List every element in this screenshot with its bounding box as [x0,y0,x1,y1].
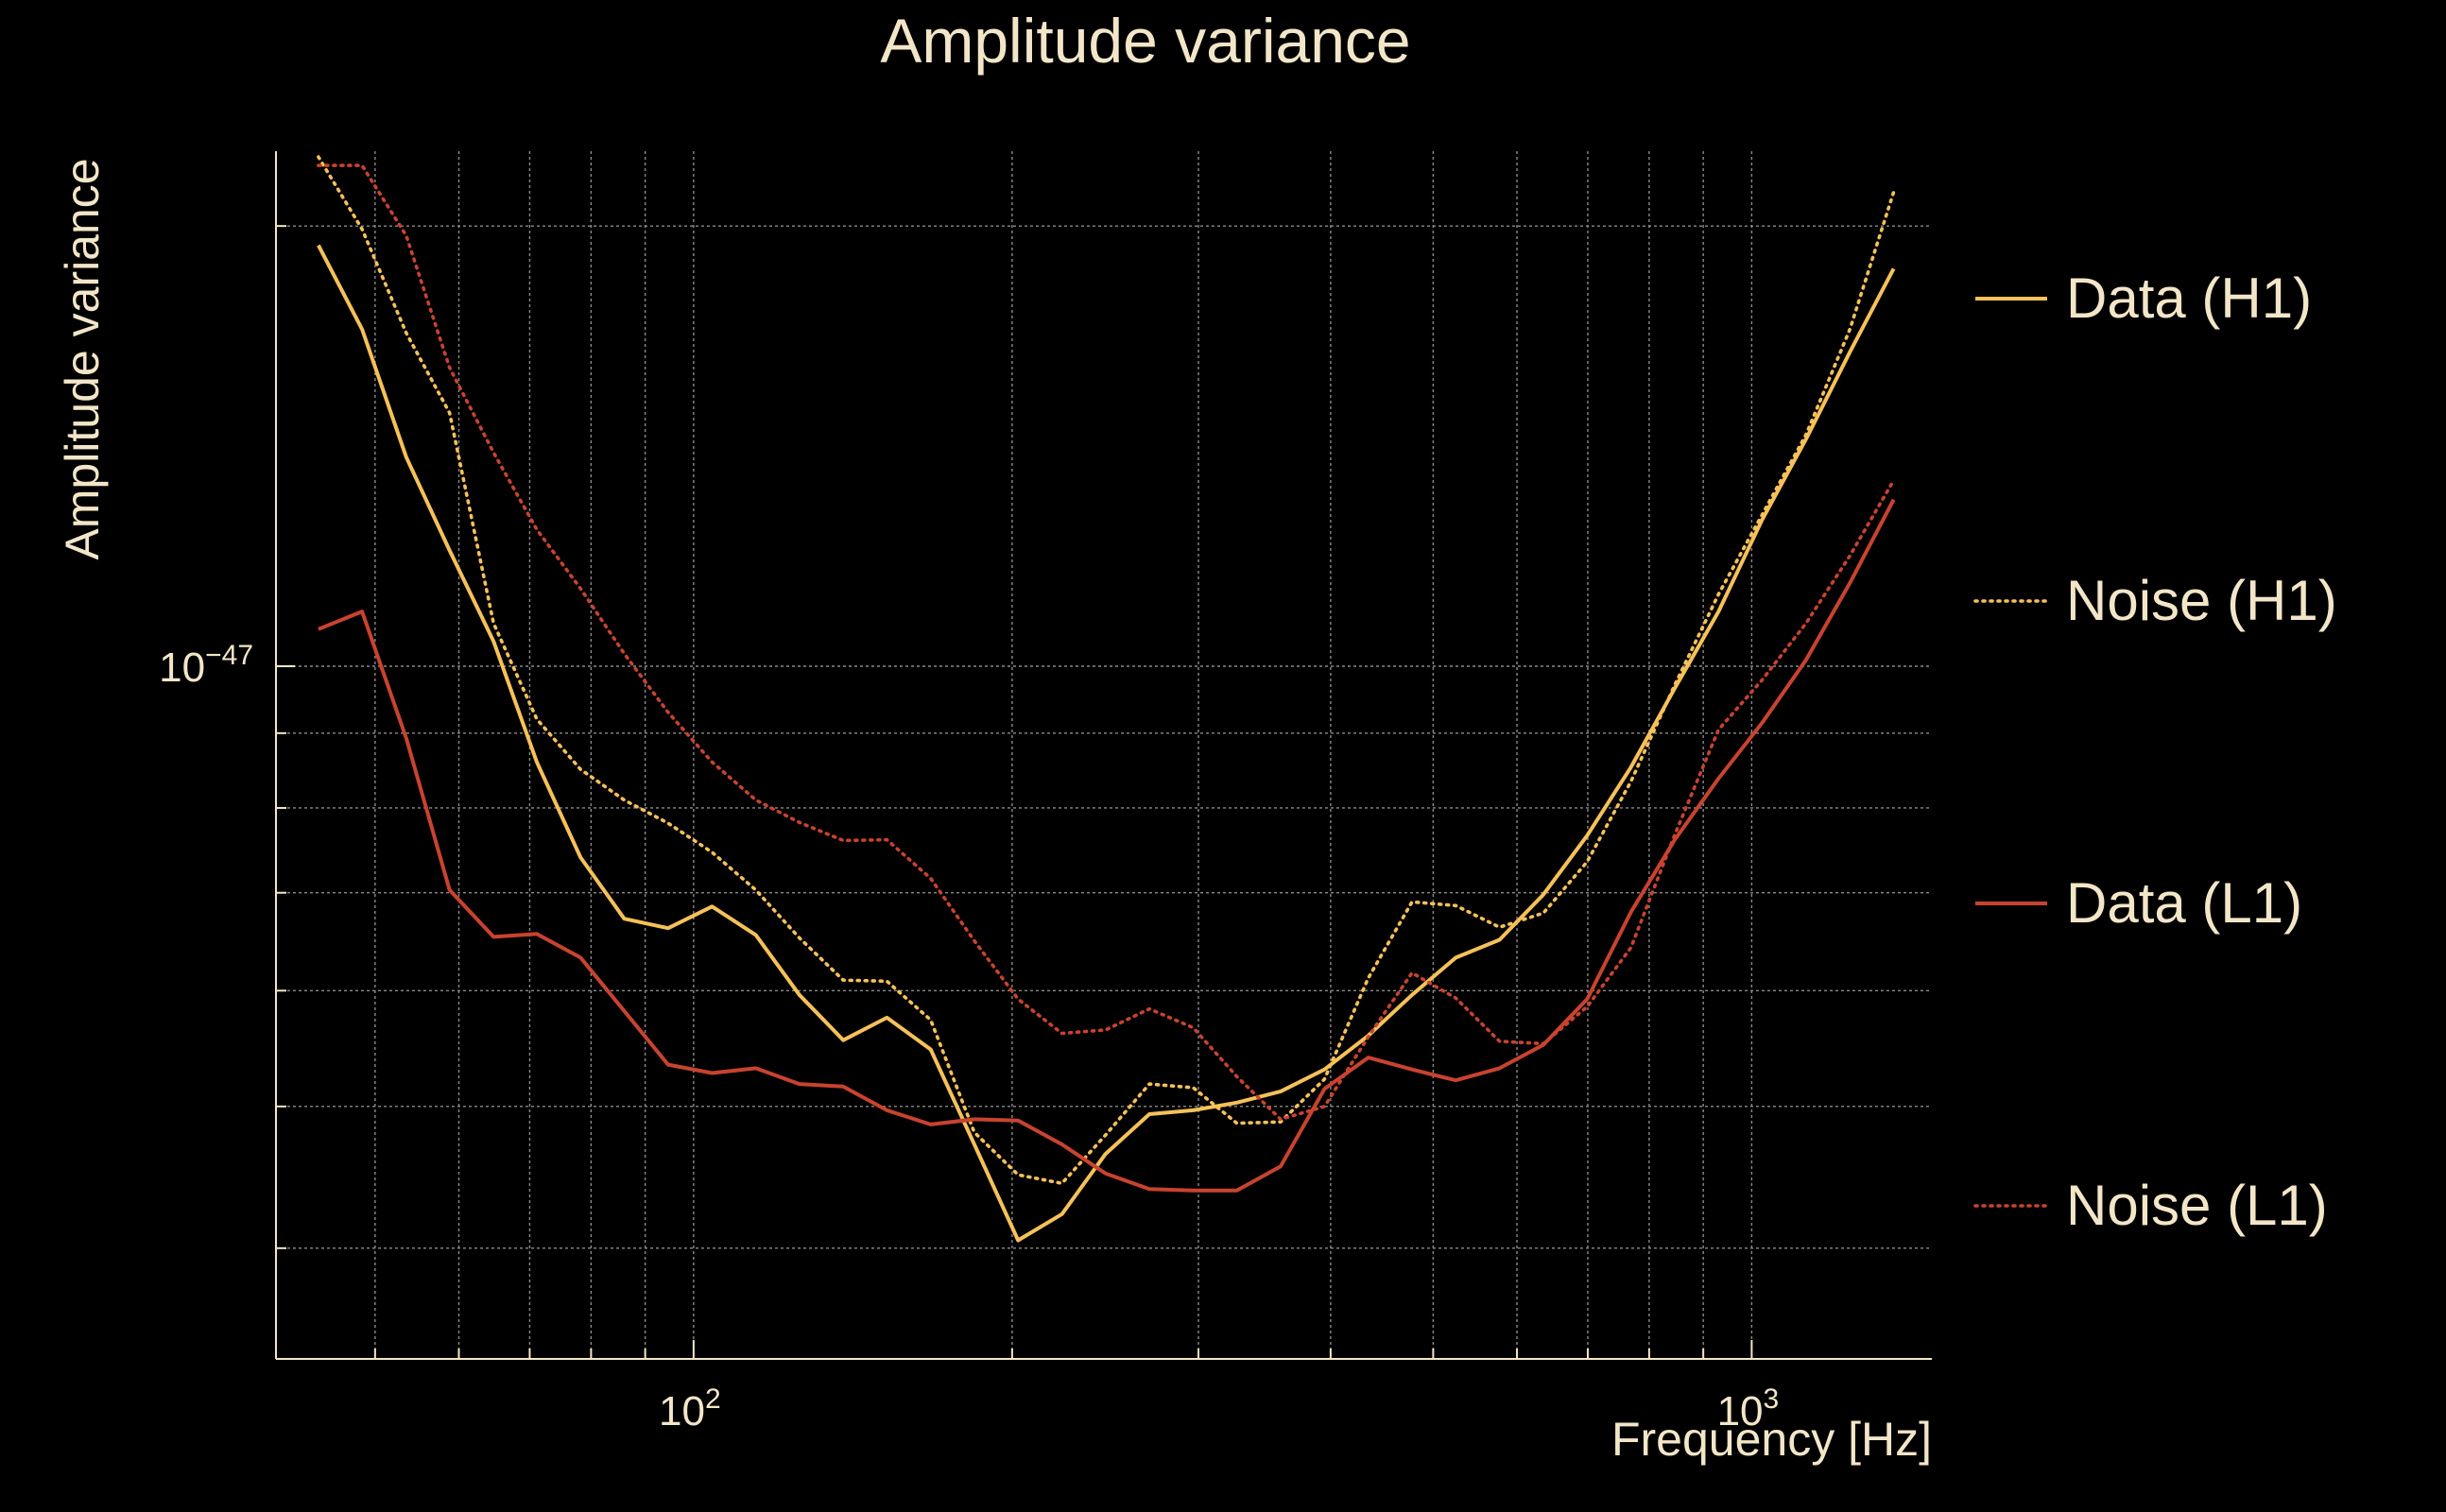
tick-labels: 102 103 10−47 [159,640,1779,1435]
legend: Data (H1) Noise (H1) Data (L1) Noise (L1) [1973,266,2337,1237]
axis-ticks [276,225,1753,1359]
axes [275,151,1932,1360]
grid [276,151,1932,1359]
legend-label: Data (L1) [2066,871,2302,935]
legend-label: Noise (L1) [2066,1174,2328,1237]
series-line [318,498,1896,1193]
y-tick-label: 10−47 [159,640,253,691]
y-axis-label: Amplitude variance [56,158,109,559]
x-tick-label: 102 [659,1383,721,1435]
legend-label: Noise (H1) [2066,569,2337,632]
series [317,155,1896,1243]
legend-label: Data (H1) [2066,266,2312,330]
x-axis-label: Frequency [Hz] [1611,1413,1932,1466]
series-line [317,244,1896,1243]
series-line [317,163,1896,1122]
x-tick-label: 103 [1717,1383,1780,1435]
series-line [317,155,1896,1185]
chart-title: Amplitude variance [880,6,1410,76]
